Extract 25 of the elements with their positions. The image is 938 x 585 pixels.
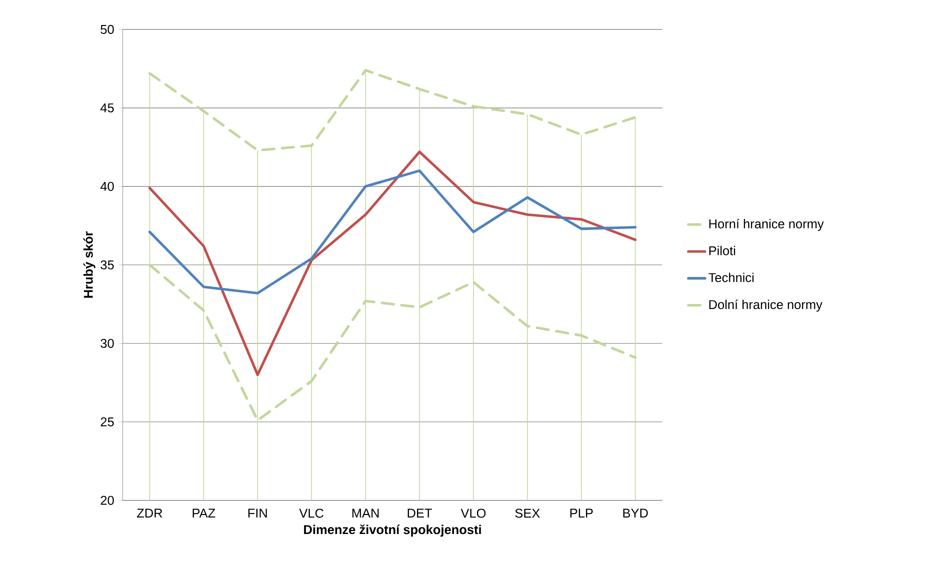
x-tick-label: FIN: [248, 508, 267, 518]
y-axis-title: Hrubý skór: [83, 232, 96, 298]
legend-label: Dolní hranice normy: [709, 300, 822, 312]
line-series: [148, 150, 637, 376]
x-tick-label: BYD: [623, 508, 648, 518]
y-tick-label: 40: [100, 182, 114, 192]
y-tick-label: 45: [100, 104, 114, 112]
legend-label: Horní hranice normy: [709, 219, 824, 232]
y-tick-label: 20: [100, 496, 114, 505]
y-tick-label: 50: [100, 25, 114, 34]
line-series: [148, 170, 637, 295]
y-tick-label: 30: [100, 338, 114, 348]
x-tick-label: SEX: [515, 508, 540, 518]
x-tick-label: VLC: [299, 508, 324, 518]
x-tick-label: MAN: [352, 508, 379, 518]
x-tick-label: PLP: [570, 508, 593, 518]
legend-label: Technici: [708, 272, 754, 282]
legend-label: Piloti: [709, 246, 736, 256]
x-tick-label: PAZ: [192, 508, 216, 518]
x-tick-label: VLO: [460, 508, 486, 518]
x-tick-label: DET: [408, 508, 432, 518]
x-tick-label: ZDR: [136, 508, 162, 518]
y-tick-label: 35: [100, 260, 114, 270]
y-tick-label: 25: [100, 417, 114, 427]
x-axis-title: Dimenze životní spokojenosti: [304, 524, 481, 537]
